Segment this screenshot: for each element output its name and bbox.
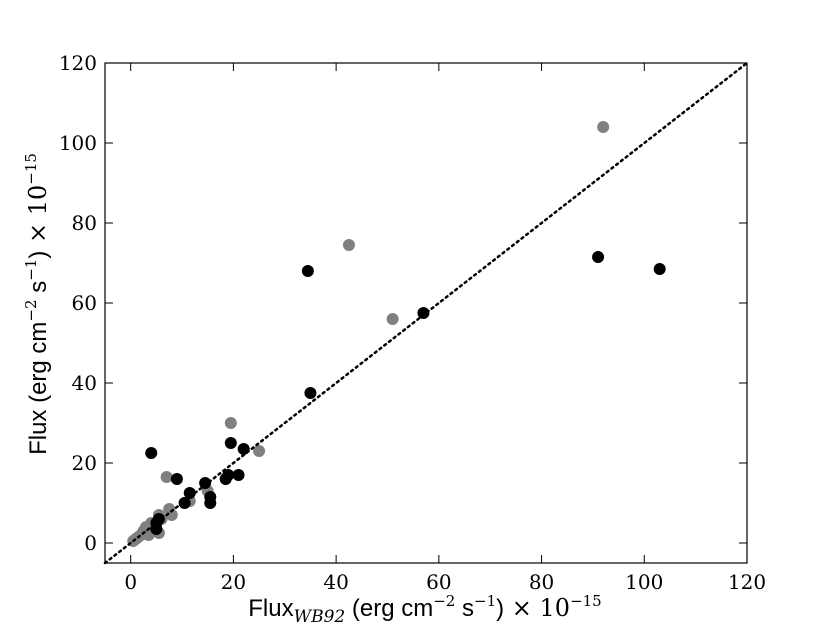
data-point-series-0-14 xyxy=(165,509,178,521)
data-point-series-0-20 xyxy=(342,239,355,251)
y-axis-label-exp1: −2 xyxy=(22,299,40,321)
data-point-series-0-12 xyxy=(160,471,173,483)
data-point-series-1-9 xyxy=(204,497,217,509)
x-tick-label-1: 20 xyxy=(221,570,246,594)
data-point-series-0-18 xyxy=(224,417,237,429)
ticks-layer xyxy=(105,62,748,563)
y-tick-label-1: 20 xyxy=(72,451,97,475)
x-axis-label-mid: s xyxy=(455,595,474,622)
data-point-series-1-11 xyxy=(222,469,235,481)
data-point-series-1-15 xyxy=(301,265,314,277)
y-axis-label-mid: s xyxy=(25,281,52,300)
points-layer xyxy=(127,121,666,547)
data-point-series-1-7 xyxy=(199,477,212,489)
y-tick-label-6: 120 xyxy=(59,51,97,75)
data-point-series-1-16 xyxy=(304,387,317,399)
x-axis-label-subscript: WB92 xyxy=(294,607,346,626)
y-tick-label-4: 80 xyxy=(72,211,97,235)
y-tick-label-2: 40 xyxy=(72,371,97,395)
x-tick-label-2: 40 xyxy=(323,570,348,594)
x-axis-label-main: Flux xyxy=(248,595,293,622)
y-axis-label-exp3: −15 xyxy=(22,153,40,185)
data-point-series-1-19 xyxy=(653,263,666,275)
x-tick-label-4: 80 xyxy=(529,570,554,594)
x-tick-label-3: 60 xyxy=(426,570,451,594)
y-axis-label-close: ) xyxy=(25,251,52,259)
y-axis-label-times: × 10 xyxy=(24,185,52,251)
x-axis-label-units: (erg cm xyxy=(345,595,433,622)
tick-labels-layer: 0 20 40 60 80 100 120 0 20 40 60 80 100 120 xyxy=(59,51,766,594)
data-point-series-1-0 xyxy=(145,447,158,459)
y-tick-label-3: 60 xyxy=(72,291,97,315)
y-tick-label-5: 100 xyxy=(59,131,97,155)
data-point-series-0-19 xyxy=(253,445,266,457)
x-tick-label-6: 120 xyxy=(728,570,766,594)
x-tick-label-5: 100 xyxy=(625,570,663,594)
x-axis-label-exp3: −15 xyxy=(570,592,602,610)
x-axis-label-exp2: −1 xyxy=(474,592,496,610)
reference-line xyxy=(103,61,749,565)
data-point-series-1-17 xyxy=(417,307,430,319)
plot-frame xyxy=(104,62,748,564)
y-axis-label-exp2: −1 xyxy=(22,259,40,281)
data-point-series-1-12 xyxy=(224,437,237,449)
x-axis-label: FluxWB92 (erg cm−2 s−1) × 10−15 xyxy=(248,592,601,626)
data-point-series-1-18 xyxy=(592,251,605,263)
data-point-series-0-21 xyxy=(386,313,399,325)
x-axis-label-times: × 10 xyxy=(504,594,570,622)
y-tick-label-0: 0 xyxy=(84,531,97,555)
y-axis-label: Flux (erg cm−2 s−1) × 10−15 xyxy=(22,153,52,455)
data-point-series-0-22 xyxy=(597,121,610,133)
data-point-series-1-4 xyxy=(170,473,183,485)
data-point-series-1-13 xyxy=(232,469,245,481)
x-tick-label-0: 0 xyxy=(124,570,137,594)
x-axis-label-close: ) xyxy=(496,595,504,622)
y-axis-label-main: Flux (erg cm xyxy=(25,322,52,455)
x-axis-label-exp1: −2 xyxy=(433,592,455,610)
